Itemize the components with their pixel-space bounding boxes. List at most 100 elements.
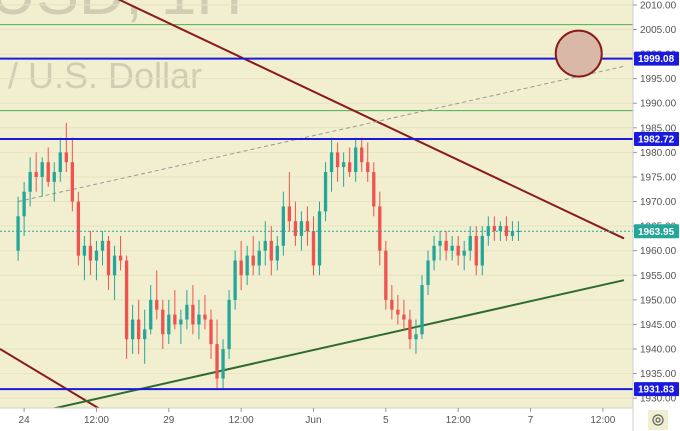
candle-body-16 <box>112 255 117 276</box>
y-tick-label: 1960.00 <box>640 246 677 257</box>
y-tick-label: 1980.00 <box>640 148 677 159</box>
y-tick-label: 1955.00 <box>640 271 677 282</box>
level-price-tag-bg-1 <box>634 132 679 147</box>
candle-body-32 <box>209 319 213 345</box>
level-price-tag-bg-2 <box>634 382 679 397</box>
x-tick-label: 7 <box>528 415 534 426</box>
level-price-tag: 1999.08 <box>638 54 675 65</box>
candle-body-67 <box>420 285 424 335</box>
candle-body-21 <box>143 329 147 340</box>
candle-body-30 <box>197 314 201 325</box>
candle-body-64 <box>402 314 406 320</box>
candle-body-34 <box>221 349 225 379</box>
candle-body-47 <box>299 221 304 236</box>
y-tick-label: 1995.00 <box>640 74 677 85</box>
trendline-projection-3 <box>17 65 625 203</box>
candle-body-53 <box>335 152 340 168</box>
y-tick-label: 1940.00 <box>640 345 677 356</box>
candle-body-5 <box>46 162 50 182</box>
plot-area[interactable] <box>0 0 633 418</box>
y-tick-label: 1945.00 <box>640 320 677 331</box>
candle-body-83 <box>516 231 521 233</box>
candle-body-80 <box>498 226 503 232</box>
candle-body-10 <box>76 201 81 256</box>
candle-body-33 <box>215 344 219 379</box>
candle-body-50 <box>317 211 322 266</box>
x-tick-label: 12:00 <box>590 415 615 426</box>
candle-body-45 <box>287 206 292 222</box>
trendline-resistance-0 <box>117 0 625 240</box>
candle-body-14 <box>100 240 105 251</box>
y-tick-label: 1975.00 <box>640 172 677 183</box>
candle-body-8 <box>64 152 68 163</box>
candle-body-69 <box>432 245 436 261</box>
candle-body-40 <box>257 250 261 266</box>
candle-body-77 <box>480 235 484 266</box>
candle-body-61 <box>384 250 388 300</box>
x-tick-label: Jun <box>305 415 321 426</box>
watermark-description: / U.S. Dollar <box>8 55 202 96</box>
candle-body-44 <box>281 206 286 246</box>
candle-body-26 <box>173 314 177 325</box>
candle-body-23 <box>155 299 159 310</box>
candle-body-29 <box>191 304 195 325</box>
candle-body-56 <box>354 147 358 173</box>
candle-body-2 <box>28 172 32 192</box>
x-tick-label: 29 <box>163 415 175 426</box>
candle-body-82 <box>510 231 515 236</box>
candle-body-18 <box>124 260 129 340</box>
candle-body-46 <box>293 221 298 236</box>
price-axis-panel <box>633 0 680 431</box>
plot-background <box>0 0 633 408</box>
candle-body-76 <box>474 235 478 266</box>
trendline-lower-channel-1 <box>0 348 101 408</box>
y-tick-label: 1930.00 <box>640 394 677 405</box>
y-tick-label: 1935.00 <box>640 369 677 380</box>
y-tick-label: 2005.00 <box>640 25 677 36</box>
settings-button[interactable] <box>648 410 668 430</box>
candle-body-79 <box>492 226 497 232</box>
x-tick-label: 12:00 <box>446 415 471 426</box>
candle-body-4 <box>40 162 44 177</box>
candle-body-60 <box>378 206 382 251</box>
x-tick-label: 24 <box>19 415 31 426</box>
candle-body-75 <box>468 235 472 251</box>
candle-body-17 <box>118 255 123 261</box>
candle-body-58 <box>366 162 370 173</box>
candle-body-24 <box>161 309 165 335</box>
candle-body-25 <box>167 314 171 335</box>
candle-body-20 <box>136 319 141 340</box>
candle-body-70 <box>438 240 442 246</box>
candle-body-7 <box>58 152 62 173</box>
candle-body-35 <box>227 299 231 350</box>
x-tick-label: 12:00 <box>229 415 254 426</box>
candle-body-55 <box>347 162 352 173</box>
last-price-tag-bg-3 <box>634 224 679 239</box>
candle-body-12 <box>88 245 93 261</box>
candle-body-68 <box>426 260 430 286</box>
candle-body-71 <box>444 240 448 251</box>
candle-body-9 <box>70 162 75 202</box>
candle-body-22 <box>149 299 153 330</box>
candle-body-59 <box>372 172 376 207</box>
candle-body-27 <box>179 319 183 325</box>
y-tick-label: 1970.00 <box>640 197 677 208</box>
level-price-tag-bg-0 <box>634 51 679 66</box>
last-price-tag: 1963.95 <box>638 227 675 238</box>
candle-body-52 <box>329 152 334 173</box>
candle-body-0 <box>16 216 20 251</box>
candle-body-36 <box>233 260 237 300</box>
candle-body-74 <box>462 250 466 256</box>
candle-body-63 <box>396 309 400 315</box>
trendline-support-2 <box>51 279 625 408</box>
candle-body-6 <box>52 172 56 182</box>
gear-icon[interactable] <box>652 414 664 426</box>
y-tick-label: 1950.00 <box>640 295 677 306</box>
candle-body-48 <box>305 221 310 232</box>
y-tick-label: 1985.00 <box>640 123 677 134</box>
target-circle <box>554 29 603 78</box>
candle-body-72 <box>450 245 454 251</box>
candle-body-66 <box>414 334 418 340</box>
